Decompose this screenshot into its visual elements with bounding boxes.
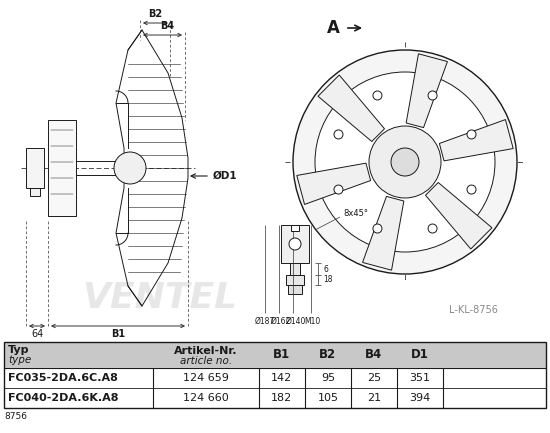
Bar [26,148,44,188]
Circle shape [467,130,476,139]
Bar [281,225,309,263]
Text: 394: 394 [409,393,431,403]
Text: FC035-2DA.6C.A8: FC035-2DA.6C.A8 [8,373,118,383]
Circle shape [315,72,495,252]
Circle shape [289,238,301,250]
Text: 142: 142 [271,373,293,383]
Text: 105: 105 [317,393,338,403]
Circle shape [373,224,382,233]
Text: L-KL-8756: L-KL-8756 [449,305,498,315]
Text: 182: 182 [271,393,293,403]
Text: A: A [327,19,340,37]
Text: 124 659: 124 659 [183,373,229,383]
Polygon shape [439,120,513,161]
Polygon shape [297,163,371,204]
Text: Artikel-Nr.: Artikel-Nr. [174,346,238,356]
Text: B4: B4 [161,21,174,31]
Polygon shape [426,182,492,249]
Circle shape [293,50,517,274]
Text: 64: 64 [31,329,43,339]
Bar [290,263,300,283]
Circle shape [428,224,437,233]
Polygon shape [318,75,384,142]
Circle shape [467,185,476,194]
Circle shape [334,185,343,194]
Text: 351: 351 [410,373,431,383]
Text: 18: 18 [323,275,333,284]
Text: 6: 6 [323,265,328,274]
Text: M10: M10 [304,317,320,326]
Circle shape [391,148,419,176]
Text: B2: B2 [320,349,337,362]
Polygon shape [406,54,448,128]
Text: 8756: 8756 [4,412,27,421]
Text: 21: 21 [367,393,381,403]
Text: B1: B1 [111,329,125,339]
Text: VENTEL: VENTEL [82,281,238,315]
Text: article no.: article no. [180,356,232,366]
Circle shape [428,91,437,100]
Text: B2: B2 [148,9,162,19]
Text: FC040-2DA.6K.A8: FC040-2DA.6K.A8 [8,393,118,403]
Text: Ø187: Ø187 [255,317,275,326]
Circle shape [114,152,146,184]
Text: B1: B1 [273,349,290,362]
Bar [4,342,546,368]
Circle shape [373,91,382,100]
Text: 124 660: 124 660 [183,393,229,403]
Circle shape [369,126,441,198]
Text: 95: 95 [321,373,335,383]
Polygon shape [362,197,404,270]
Text: B4: B4 [365,349,383,362]
Text: type: type [8,355,31,365]
Bar [286,275,304,285]
Circle shape [334,130,343,139]
Text: Typ: Typ [8,345,30,355]
Text: Ø140: Ø140 [286,317,306,326]
Bar [48,120,76,216]
Text: D1: D1 [411,349,429,362]
Bar [30,188,40,196]
Bar [4,342,546,408]
Text: 25: 25 [367,373,381,383]
Text: ØD1: ØD1 [213,171,238,181]
Text: 8x45°: 8x45° [343,209,368,217]
Bar [291,225,299,231]
Bar [288,285,302,294]
Text: Ø162: Ø162 [271,317,291,326]
